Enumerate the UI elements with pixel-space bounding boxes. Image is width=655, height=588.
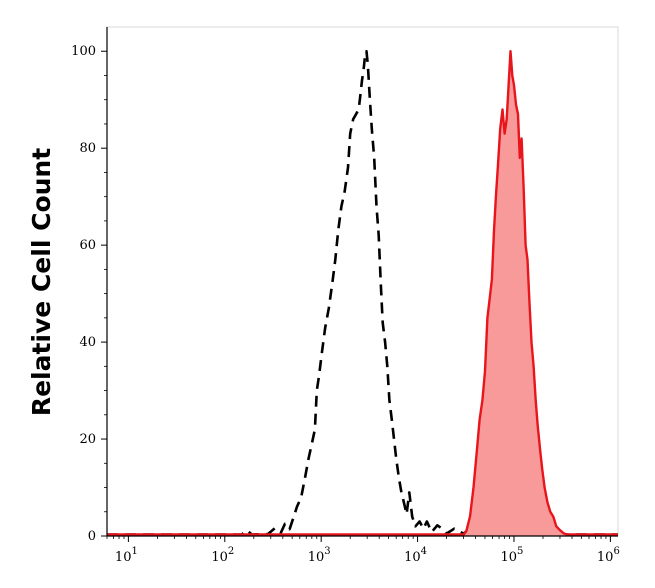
y-tick-label: 60: [79, 238, 96, 253]
series-line-0: [107, 49, 618, 536]
series-fill-1: [107, 51, 618, 536]
x-tick-label: 106: [597, 546, 620, 565]
x-tick-label: 105: [501, 546, 524, 565]
series-layer: [107, 49, 618, 536]
y-tick-label: 40: [79, 335, 96, 350]
y-tick-label: 20: [79, 432, 96, 447]
y-tick-label: 100: [71, 44, 96, 59]
x-tick-label: 102: [211, 546, 234, 565]
x-tick-label: 104: [404, 546, 427, 565]
axes-layer: 101 102 103 104 105 106 0 20 40 60 80 100: [71, 27, 620, 565]
x-tick-label: 101: [115, 546, 138, 565]
x-tick-label: 103: [308, 546, 331, 565]
y-tick-label: 0: [88, 529, 96, 544]
y-tick-label: 80: [79, 141, 96, 156]
series-line-1: [107, 50, 618, 536]
y-axis-label: Relative Cell Count: [27, 148, 56, 416]
